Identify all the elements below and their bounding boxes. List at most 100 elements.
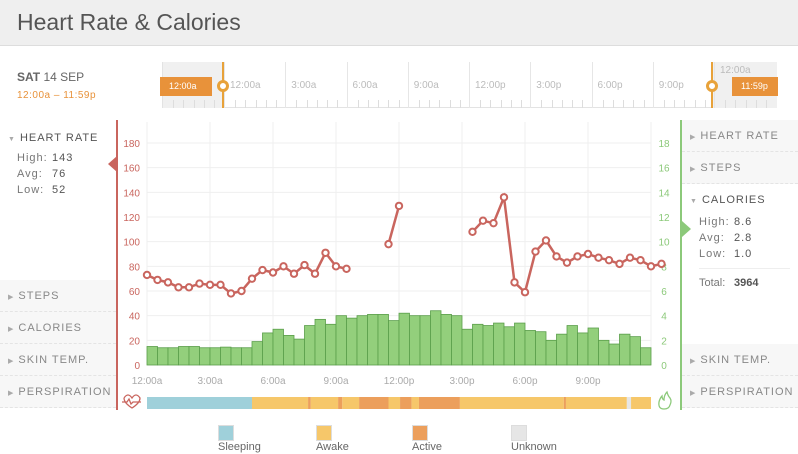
stat-label: High: [699,216,730,228]
heart-rate-point [615,259,624,269]
heart-rate-point [468,227,477,237]
metric-label: SKIN TEMP. [700,354,772,366]
timeline-label: 12:00a [720,65,751,76]
start-knob[interactable] [217,80,229,92]
right-axis-tick: 0 [661,361,667,372]
stat-value: 76 [52,168,67,180]
metric-skin-temp[interactable]: ▶ SKIN TEMP. [0,344,116,376]
metric-label: STEPS [18,290,60,302]
activity-segment-unknown [626,397,632,409]
metric-steps[interactable]: ▶ STEPS [0,280,116,312]
caret-right-icon: ▶ [690,166,697,173]
metric-label: PERSPIRATION [18,386,112,398]
calorie-bar [472,323,484,366]
timeline-tick [582,100,584,108]
metric-calories[interactable]: ▶ CALORIES [0,312,116,344]
heart-rate-point [636,255,645,265]
caret-right-icon: ▶ [8,390,15,397]
page-title: Heart Rate & Calories [17,9,241,35]
heart-rate-point [520,288,530,297]
timeline-tick [735,100,737,108]
timeline-label: 3:00p [536,80,562,91]
metric-steps[interactable]: ▶ STEPS [682,152,798,184]
metric-calories[interactable]: ▼ CALORIES High: 8.6 Avg: 2.8 Low: 1.0 Total: 3… [682,184,798,344]
heart-rate-point [142,270,152,280]
calorie-bar [545,339,557,366]
calorie-bar [409,315,421,366]
right-axis-tick: 12 [658,213,670,224]
heart-rate-point [310,269,320,278]
timeline-tick [193,100,195,108]
timeline-segment: 6:00p [591,62,653,108]
timeline-tick [276,100,277,108]
timeline-tick [378,100,380,108]
left-axis-tick: 80 [129,262,141,273]
activity-segment-active [338,397,343,409]
calorie-bar [598,339,610,366]
stat-row: Low: 52 [17,182,116,198]
timeline-tick [633,100,635,108]
end-knob[interactable] [706,80,718,92]
calorie-bar [440,314,452,366]
timeline-label: 9:00p [658,80,684,91]
stat-value: 1.0 [734,248,753,260]
stat-row: High: 8.6 [699,214,798,230]
timeline-segment: 3:00a [285,62,346,108]
stat-value: 143 [52,152,74,164]
stat-label: Avg: [17,168,43,180]
calorie-bar [619,333,631,366]
calorie-bar [335,315,347,366]
timeline-tick [623,100,625,108]
calories-pointer-icon [682,221,691,237]
calorie-bar [188,346,200,366]
total-value: 3964 [734,277,759,289]
calorie-bar [283,334,295,366]
legend-item: Awake [316,425,349,453]
metric-perspiration[interactable]: ▶ PERSPIRATION [682,376,798,408]
legend-label: Awake [316,441,349,453]
activity-segment-awake [252,397,309,409]
calorie-bar [199,347,211,366]
timeline-tick [398,100,400,108]
calorie-bar [587,327,599,366]
stat-value: 2.8 [734,232,753,244]
metric-heart-rate[interactable]: ▶ HEART RATE [682,120,798,152]
timeline-tick [561,100,563,108]
timeline-tick [316,100,318,108]
heart-rate-stats: High: 143 Avg: 76 Low: 52 [8,144,116,198]
end-handle[interactable]: 11:59p [732,77,778,96]
timeline-tick [459,100,461,108]
activity-segment-awake [388,397,401,409]
start-handle[interactable]: 12:00a [160,77,212,96]
activity-segment-awake [310,397,339,409]
timeline-tick [255,100,257,108]
heart-rate-point [541,236,551,245]
metric-perspiration[interactable]: ▶ PERSPIRATION [0,376,116,408]
calorie-bar [241,347,253,366]
heart-rate-axis-bar [116,120,118,410]
metric-label: HEART RATE [700,130,779,142]
calorie-bar [430,310,442,366]
date-display: SAT 14 SEP 12:00a – 11:59p [17,70,96,101]
right-axis-tick: 6 [661,287,667,298]
legend-swatch [412,425,428,441]
calorie-bar [503,326,515,366]
left-axis-tick: 60 [129,287,141,298]
metric-heart-rate[interactable]: ▼ HEART RATE High: 143 Avg: 76 Low: 52 [0,122,116,280]
calorie-bar [167,347,179,366]
calorie-bar [377,314,389,366]
right-axis-tick: 18 [658,139,670,150]
heart-rate-point [205,280,215,290]
timeline-tick [541,100,543,108]
stat-value: 8.6 [734,216,753,228]
timeline-tick [510,100,512,108]
heart-rate-point [510,278,519,287]
metric-skin-temp[interactable]: ▶ SKIN TEMP. [682,344,798,376]
activity-segment-active [308,397,311,409]
calorie-bar [230,347,242,366]
calorie-bar [209,347,221,366]
stat-row: High: 143 [17,150,116,166]
calorie-bar [398,312,410,366]
calorie-bar [524,330,536,366]
timeline-tick [296,100,298,108]
